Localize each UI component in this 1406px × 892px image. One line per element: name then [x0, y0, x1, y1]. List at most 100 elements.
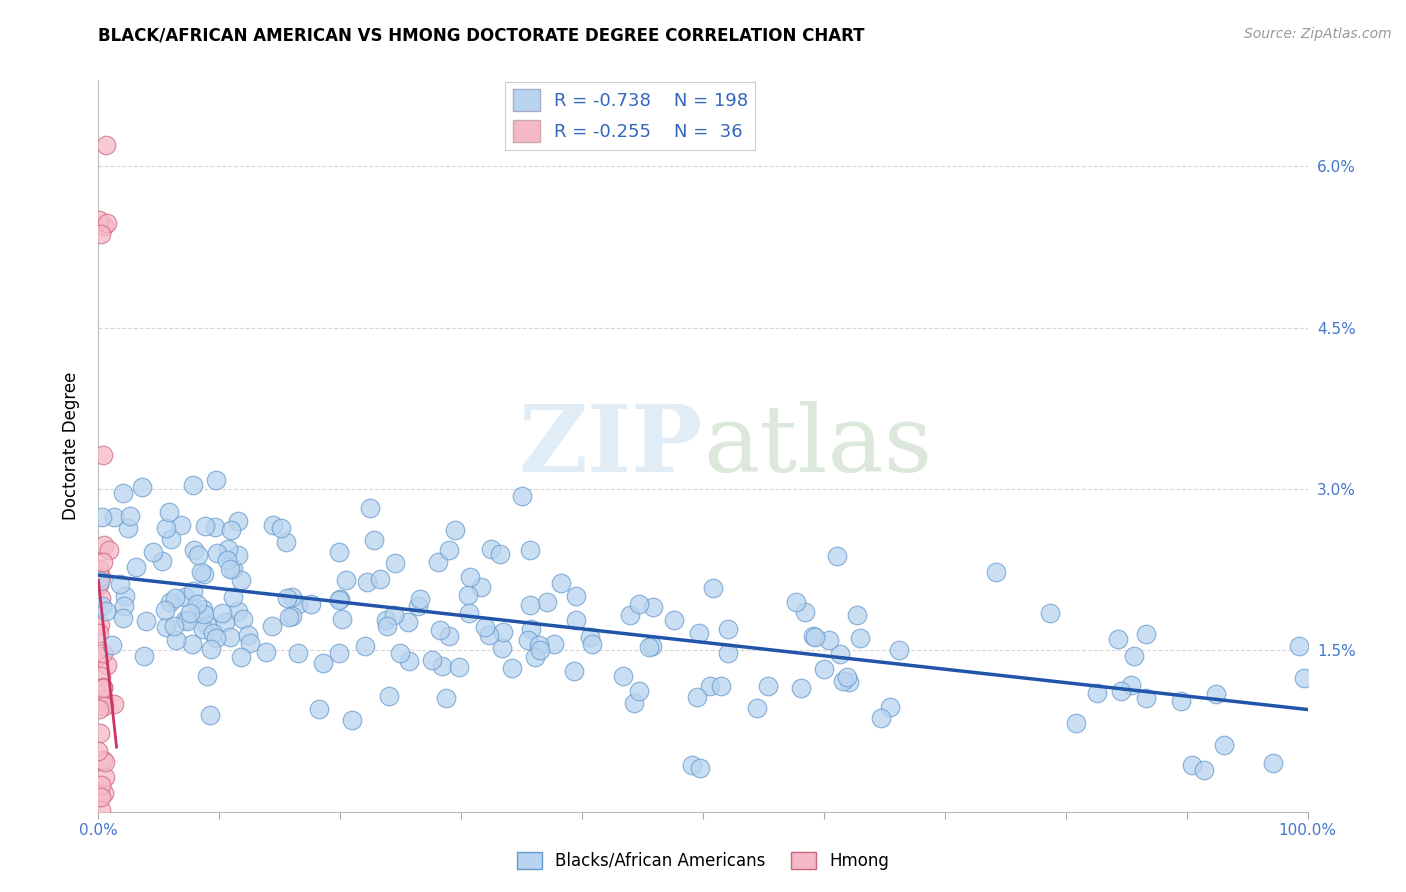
Point: [179, 607, 201, 621]
Text: ZIP: ZIP: [519, 401, 703, 491]
Point: [193, 607, 215, 621]
Point: [193, 566, 215, 581]
Point: [94, 755, 117, 769]
Point: [422, 652, 444, 666]
Point: [200, 641, 222, 656]
Point: [523, 649, 546, 664]
Point: [195, 617, 218, 632]
Point: [211, 606, 233, 620]
Point: [205, 546, 228, 560]
Point: [785, 595, 807, 609]
Point: [342, 714, 364, 728]
Text: 100.0%: 100.0%: [1278, 822, 1337, 838]
Point: [93, 691, 115, 706]
Point: [89, 574, 111, 588]
Point: [89, 726, 111, 740]
Point: [1288, 639, 1310, 653]
Point: [688, 625, 710, 640]
Point: [457, 588, 479, 602]
Point: [276, 591, 298, 605]
Point: [519, 542, 541, 557]
Point: [662, 613, 685, 627]
Point: [281, 609, 304, 624]
Point: [536, 594, 558, 608]
Point: [398, 654, 420, 668]
Point: [205, 631, 228, 645]
Point: [90, 778, 112, 792]
Point: [529, 643, 551, 657]
Point: [170, 518, 193, 533]
Point: [90, 789, 112, 804]
Point: [94, 770, 117, 784]
Point: [287, 597, 309, 611]
Point: [543, 637, 565, 651]
Point: [562, 665, 585, 679]
Point: [375, 613, 398, 627]
Point: [517, 632, 540, 647]
Point: [489, 548, 512, 562]
Point: [1039, 606, 1062, 620]
Point: [790, 681, 813, 695]
Point: [93, 786, 115, 800]
Point: [159, 595, 181, 609]
Point: [1119, 678, 1142, 692]
Point: [520, 622, 543, 636]
Point: [579, 630, 602, 644]
Point: [159, 505, 181, 519]
Point: [91, 555, 114, 569]
Point: [793, 605, 815, 619]
Point: [276, 535, 298, 549]
Point: [804, 631, 827, 645]
Point: [359, 500, 381, 515]
Point: [112, 486, 135, 500]
Point: [479, 542, 502, 557]
Text: BLACK/AFRICAN AMERICAN VS HMONG DOCTORATE DEGREE CORRELATION CHART: BLACK/AFRICAN AMERICAN VS HMONG DOCTORAT…: [98, 27, 865, 45]
Point: [501, 660, 523, 674]
Point: [638, 640, 661, 655]
Point: [153, 603, 176, 617]
Point: [710, 679, 733, 693]
Point: [190, 565, 212, 579]
Point: [103, 510, 125, 524]
Point: [229, 650, 252, 665]
Point: [198, 708, 221, 723]
Point: [1109, 684, 1132, 698]
Point: [437, 543, 460, 558]
Point: [202, 625, 225, 640]
Point: [457, 607, 479, 621]
Point: [125, 560, 148, 574]
Point: [87, 626, 110, 640]
Point: [550, 576, 572, 591]
Point: [193, 622, 215, 636]
Point: [1064, 716, 1087, 731]
Point: [98, 543, 121, 558]
Point: [986, 565, 1008, 579]
Point: [90, 227, 112, 241]
Point: [686, 690, 709, 704]
Point: [436, 691, 458, 706]
Point: [222, 562, 245, 576]
Point: [205, 474, 228, 488]
Point: [93, 219, 115, 234]
Point: [702, 581, 724, 595]
Point: [356, 575, 378, 590]
Point: [183, 542, 205, 557]
Point: [1170, 693, 1192, 707]
Point: [222, 591, 245, 605]
Point: [90, 668, 112, 682]
Point: [717, 646, 740, 660]
Point: [270, 521, 292, 535]
Point: [150, 554, 173, 568]
Point: [163, 618, 186, 632]
Point: [447, 660, 470, 674]
Point: [108, 577, 131, 591]
Point: [717, 622, 740, 636]
Point: [335, 573, 357, 587]
Point: [228, 549, 250, 563]
Point: [91, 646, 114, 660]
Point: [135, 614, 157, 628]
Point: [236, 628, 259, 642]
Point: [91, 681, 114, 695]
Point: [1135, 691, 1157, 706]
Point: [825, 549, 848, 563]
